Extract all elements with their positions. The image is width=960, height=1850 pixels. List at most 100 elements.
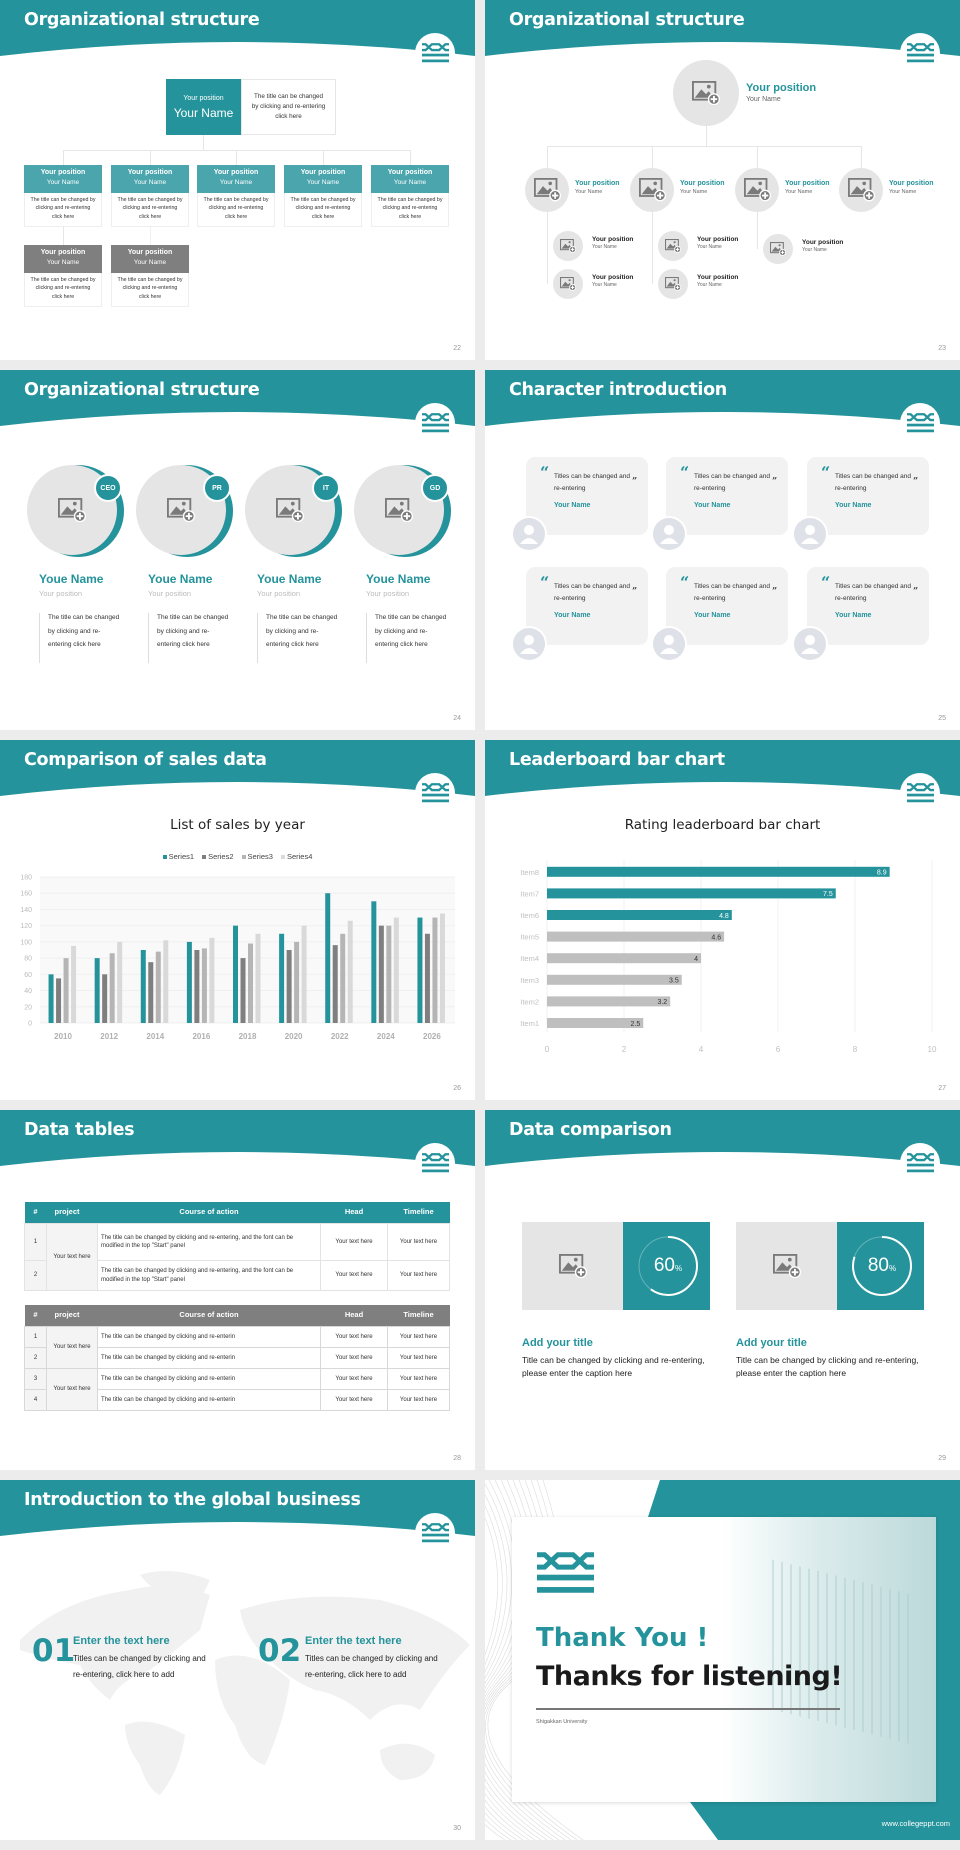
image-placeholder-icon[interactable] (560, 277, 576, 291)
item-description: Title can be changed by clicking and re-… (522, 1355, 705, 1379)
table-header-row: # project Course of action Head Timeline (24, 1202, 450, 1224)
role-badge: IT (312, 474, 340, 502)
person-name: Your Name (835, 612, 872, 619)
data-table-secondary: # project Course of action Head Timeline 1 You… (24, 1305, 450, 1411)
photo-circle[interactable] (525, 168, 569, 212)
name-label: Your Name (306, 179, 340, 186)
avatar (511, 626, 547, 662)
head-cell[interactable]: Your text here (320, 1368, 388, 1390)
position-box[interactable]: Your position Your Name (284, 165, 362, 193)
timeline-cell[interactable]: Your text here (387, 1260, 450, 1291)
description: The title can be changed by clicking and… (30, 277, 96, 300)
image-placeholder-icon[interactable] (665, 277, 681, 291)
timeline-cell[interactable]: Your text here (387, 1326, 450, 1348)
column-header: Timeline (387, 1202, 450, 1224)
website-link[interactable]: www.collegeppt.com (881, 1819, 950, 1828)
person-name: Your Name (554, 612, 591, 619)
timeline-cell[interactable]: Your text here (387, 1368, 450, 1390)
course-cell[interactable]: The title can be changed by clicking and… (97, 1223, 321, 1261)
image-placeholder-icon[interactable] (558, 1253, 587, 1279)
quote-text: Titles can be changed and re-entering (554, 473, 631, 493)
head-cell[interactable]: Your text here (320, 1223, 388, 1261)
timeline-cell[interactable]: Your text here (387, 1347, 450, 1369)
y-tick-label: 60 (24, 972, 32, 979)
bar-series3-2020 (294, 941, 300, 1023)
image-placeholder-icon[interactable] (276, 498, 305, 523)
bar-series4-2018 (255, 933, 261, 1023)
head-cell[interactable]: Your text here (320, 1260, 388, 1291)
image-panel[interactable] (736, 1222, 837, 1310)
image-placeholder-icon[interactable] (770, 242, 786, 256)
position-box[interactable]: Your position Your Name (371, 165, 449, 193)
image-placeholder-icon[interactable] (638, 178, 666, 202)
course-cell[interactable]: The title can be changed by clicking and… (97, 1326, 321, 1348)
quote-text: Titles can be changed and re-entering (835, 473, 912, 493)
head-cell[interactable]: Your text here (320, 1389, 388, 1411)
image-placeholder-icon[interactable] (665, 239, 681, 253)
position-box[interactable]: Your position Your Name (24, 245, 102, 273)
bar-series2-2010 (56, 978, 62, 1023)
photo-circle-small[interactable] (553, 269, 583, 299)
image-placeholder-icon[interactable] (58, 498, 87, 523)
photo-circle[interactable] (735, 168, 779, 212)
header-band (0, 1480, 475, 1555)
university-logo-icon (906, 43, 934, 63)
table-row: 1 Your text here The title can be changed … (24, 1326, 450, 1369)
photo-placeholder[interactable] (58, 498, 87, 527)
photo-placeholder[interactable] (167, 498, 196, 527)
course-cell[interactable]: The title can be changed by clicking and… (97, 1368, 321, 1390)
photo-circle-small[interactable] (658, 269, 688, 299)
head-cell[interactable]: Your text here (320, 1347, 388, 1369)
photo-placeholder[interactable] (385, 498, 414, 527)
image-placeholder-icon[interactable] (533, 178, 561, 202)
role-label: IT (322, 484, 330, 492)
project-cell[interactable]: Your text here (46, 1368, 98, 1411)
name-label: Your Name (592, 244, 617, 250)
page-number: 23 (938, 345, 946, 352)
course-cell[interactable]: The title can be changed by clicking and… (97, 1260, 321, 1291)
slide-22: Organizational structure 22 Your position Y… (0, 0, 475, 360)
image-placeholder-icon[interactable] (692, 80, 720, 106)
position-box[interactable]: Your position Your Name (197, 165, 275, 193)
project-cell[interactable]: Your text here (46, 1326, 98, 1369)
image-placeholder-icon[interactable] (772, 1253, 801, 1279)
image-placeholder-icon[interactable] (560, 239, 576, 253)
image-placeholder-icon[interactable] (743, 178, 771, 202)
name-label: Your Name (746, 96, 781, 103)
photo-circle[interactable] (839, 168, 883, 212)
bar-series1-2018 (233, 925, 238, 1023)
position-box[interactable]: Your position Your Name (111, 245, 189, 273)
head-cell[interactable]: Your text here (320, 1326, 388, 1348)
photo-circle-top[interactable] (673, 60, 739, 126)
photo-circle-small[interactable] (658, 231, 688, 261)
image-placeholder-icon[interactable] (167, 498, 196, 523)
image-placeholder-icon[interactable] (847, 178, 875, 202)
name-label: Your Name (575, 189, 603, 195)
bar-series1-2010 (48, 974, 54, 1023)
position-box[interactable]: Your position Your Name (111, 165, 189, 193)
data-table-primary: # project Course of action Head Timeline 1 You… (24, 1202, 450, 1291)
legend-swatch (241, 854, 246, 859)
connector-line (547, 146, 548, 168)
image-placeholder-icon[interactable] (385, 498, 414, 523)
image-panel[interactable] (522, 1222, 623, 1310)
member-position: Your position (148, 589, 192, 598)
table-row: 2 The title can be changed by clicking an… (24, 1347, 450, 1369)
y-tick-label: 140 (20, 907, 32, 914)
top-position-box[interactable]: Your position Your Name (166, 79, 241, 135)
position-box[interactable]: Your position Your Name (24, 165, 102, 193)
legend-item: Series4 (280, 852, 312, 861)
connector-line (706, 126, 707, 146)
project-cell[interactable]: Your text here (46, 1223, 98, 1291)
timeline-cell[interactable]: Your text here (387, 1389, 450, 1411)
photo-circle-small[interactable] (553, 231, 583, 261)
timeline-cell[interactable]: Your text here (387, 1223, 450, 1261)
person-name: Your Name (694, 502, 731, 509)
course-cell[interactable]: The title can be changed by clicking and… (97, 1347, 321, 1369)
photo-placeholder[interactable] (276, 498, 305, 527)
logo-badge (900, 33, 940, 73)
photo-circle[interactable] (630, 168, 674, 212)
course-cell[interactable]: The title can be changed by clicking and… (97, 1389, 321, 1411)
photo-circle-small[interactable] (763, 234, 793, 264)
name-label: Your Name (393, 179, 427, 186)
